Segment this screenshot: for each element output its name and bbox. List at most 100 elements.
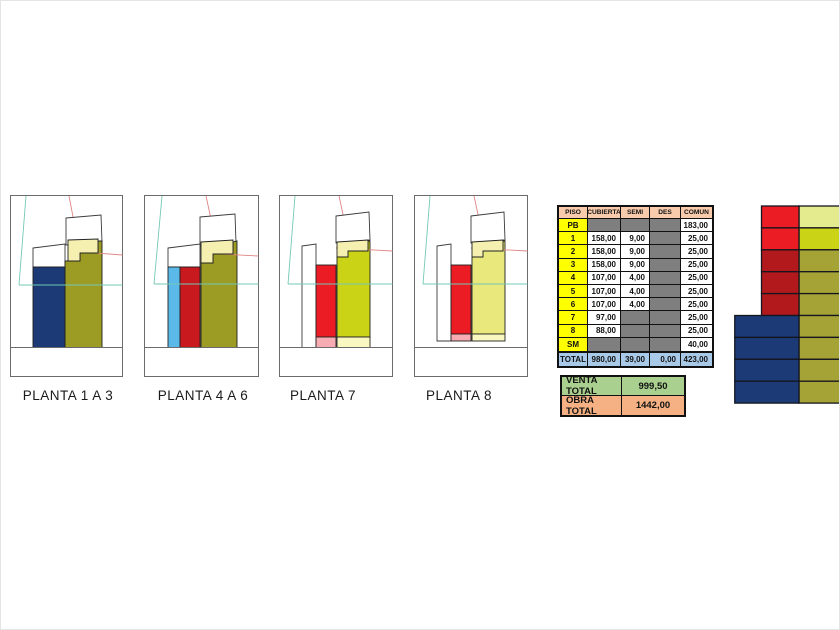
property-line-teal: [422, 195, 431, 285]
piso-cell: SM: [559, 337, 588, 351]
elevation-left-cell: [734, 380, 800, 404]
plan-4-drawing: [414, 195, 528, 377]
piso-cell: 1: [559, 232, 588, 246]
area-value-cell: [621, 337, 650, 351]
tower-red: [315, 264, 337, 338]
plan-figure-3: [279, 195, 393, 377]
area-value-cell: 25,00: [681, 232, 712, 246]
total-value-cell: 423,00: [681, 353, 712, 366]
area-value-cell: [621, 219, 650, 233]
tower-navy: [32, 266, 66, 348]
area-value-cell: 107,00: [588, 271, 621, 285]
left-footprint-outline: [32, 243, 66, 268]
area-value-cell: 25,00: [681, 298, 712, 312]
total-label-cell: TOTAL: [559, 353, 588, 366]
area-value-cell: 158,00: [588, 258, 621, 272]
area-value-cell: [650, 324, 681, 338]
table-header-cell: COMUN: [681, 207, 712, 219]
elevation-stack-diagram: [734, 205, 839, 404]
area-value-cell: [650, 284, 681, 299]
area-value-cell: [650, 232, 681, 246]
table-total-row: TOTAL 980,00 39,00 0,00 423,00: [557, 351, 714, 368]
area-value-cell: 25,00: [681, 271, 712, 285]
area-value-cell: 25,00: [681, 311, 712, 325]
piso-cell: PB: [559, 219, 588, 233]
left-footprint-outline: [436, 243, 452, 342]
terrace-notch: [67, 238, 99, 262]
area-value-cell: 4,00: [621, 284, 650, 299]
elevation-left-cell: [734, 336, 800, 360]
tower-red-base-strip: [450, 333, 472, 342]
obra-total-value: 1442,00: [622, 396, 684, 415]
plan-4-label: PLANTA 8: [425, 388, 493, 403]
elevation-right-cell: [798, 336, 839, 360]
tower-yellowgreen-base-strip: [336, 336, 371, 348]
piso-cell: 4: [559, 271, 588, 285]
tower-lightblue: [167, 266, 181, 348]
area-value-cell: [650, 271, 681, 285]
elevation-right-cell: [798, 358, 839, 382]
elevation-left-cell: [734, 358, 800, 382]
total-value-cell: 39,00: [621, 353, 650, 366]
tower-paleyellow-base-strip: [471, 333, 506, 342]
elevation-left-cell: [760, 227, 800, 251]
area-value-cell: [588, 219, 621, 233]
venta-total-label: VENTA TOTAL: [562, 375, 622, 397]
area-value-cell: 88,00: [588, 324, 621, 338]
elevation-right-cell: [798, 249, 839, 273]
property-line-teal: [18, 195, 27, 286]
area-value-cell: [650, 245, 681, 259]
terrace-notch: [336, 239, 369, 258]
elevation-left-cell: [734, 314, 800, 339]
piso-cell: 5: [559, 284, 588, 299]
piso-cell: 2: [559, 245, 588, 259]
elevation-right-cell: [798, 314, 839, 339]
elevation-right-cell: [798, 292, 839, 317]
property-line-teal: [287, 195, 296, 285]
plan-2-label: PLANTA 4 A 6: [157, 388, 249, 403]
obra-total-label: OBRA TOTAL: [562, 395, 622, 417]
tower-red: [450, 264, 472, 335]
area-value-cell: 25,00: [681, 324, 712, 338]
area-value-cell: 25,00: [681, 258, 712, 272]
table-header-row: PISO CUBIERTA SEMI DES COMUN: [559, 207, 712, 219]
plan-figure-4: [414, 195, 528, 377]
elevation-left-cell: [760, 271, 800, 295]
table-body: PB 183,00 1 158,00 9,00 25,00 2 158,00 9,00 25,00…: [559, 219, 712, 351]
total-value-cell: 980,00: [588, 353, 621, 366]
area-value-cell: [621, 324, 650, 338]
area-value-cell: 9,00: [621, 232, 650, 246]
piso-cell: 3: [559, 258, 588, 272]
upper-footprint-outline: [470, 211, 506, 244]
total-cells: TOTAL 980,00 39,00 0,00 423,00: [559, 353, 712, 366]
areas-table: PISO CUBIERTA SEMI DES COMUN PB 183,00 1 158,00…: [557, 205, 714, 353]
area-value-cell: [621, 311, 650, 325]
area-value-cell: [650, 311, 681, 325]
table-header-cell: PISO: [559, 207, 588, 219]
elevation-right-cell: [798, 227, 839, 251]
plan-3-label: PLANTA 7: [289, 388, 357, 403]
area-value-cell: 9,00: [621, 245, 650, 259]
area-value-cell: 9,00: [621, 258, 650, 272]
elevation-left-cell: [760, 292, 800, 317]
area-value-cell: [650, 219, 681, 233]
area-value-cell: 25,00: [681, 245, 712, 259]
elevation-right-cell: [798, 380, 839, 404]
area-value-cell: 158,00: [588, 245, 621, 259]
plan-2-drawing: [144, 195, 259, 377]
plan-figure-1: [10, 195, 123, 377]
area-value-cell: 107,00: [588, 284, 621, 299]
area-value-cell: 183,00: [681, 219, 712, 233]
elevation-right-cell: [798, 271, 839, 295]
upper-footprint-outline: [335, 211, 371, 244]
setback-line-red: [205, 195, 212, 220]
area-value-cell: [650, 258, 681, 272]
area-value-cell: 107,00: [588, 298, 621, 312]
piso-cell: 8: [559, 324, 588, 338]
elevation-left-cell: [760, 249, 800, 273]
piso-cell: 7: [559, 311, 588, 325]
area-value-cell: 4,00: [621, 298, 650, 312]
table-header-cell: SEMI: [621, 207, 650, 219]
area-value-cell: [588, 337, 621, 351]
